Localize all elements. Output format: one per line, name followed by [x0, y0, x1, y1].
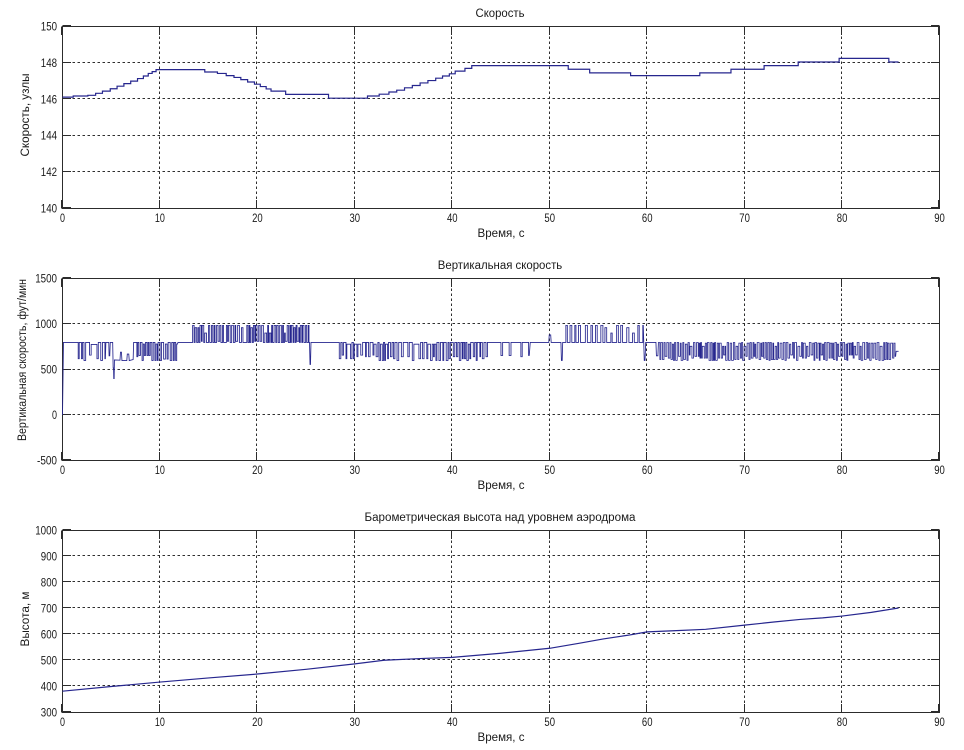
svg-text:1500: 1500	[35, 274, 57, 286]
svg-text:30: 30	[350, 213, 361, 225]
svg-text:Высота, м: Высота, м	[20, 591, 32, 646]
svg-text:0: 0	[60, 717, 65, 729]
svg-text:144: 144	[41, 131, 58, 143]
svg-text:10: 10	[155, 717, 165, 729]
svg-text:50: 50	[544, 465, 555, 477]
svg-text:90: 90	[934, 717, 945, 729]
svg-text:90: 90	[934, 213, 945, 225]
svg-text:300: 300	[41, 708, 57, 720]
svg-text:80: 80	[837, 213, 848, 225]
svg-text:0: 0	[52, 410, 57, 422]
svg-text:Вертикальная скорость: Вертикальная скорость	[438, 260, 563, 272]
svg-text:30: 30	[350, 717, 361, 729]
svg-text:50: 50	[544, 717, 555, 729]
svg-text:70: 70	[739, 717, 750, 729]
svg-text:80: 80	[837, 465, 848, 477]
svg-text:70: 70	[739, 213, 750, 225]
svg-text:1000: 1000	[35, 526, 57, 538]
svg-text:700: 700	[41, 604, 57, 616]
svg-text:1000: 1000	[35, 319, 57, 331]
svg-text:20: 20	[252, 465, 263, 477]
svg-text:400: 400	[41, 682, 57, 694]
svg-text:90: 90	[934, 465, 945, 477]
svg-text:40: 40	[447, 465, 458, 477]
svg-text:Время, с: Время, с	[478, 480, 525, 492]
svg-text:142: 142	[41, 167, 57, 179]
svg-text:60: 60	[642, 465, 653, 477]
svg-text:Скорость: Скорость	[476, 8, 525, 20]
svg-text:148: 148	[41, 58, 57, 70]
svg-text:50: 50	[544, 213, 555, 225]
svg-text:20: 20	[252, 717, 263, 729]
svg-text:Время, с: Время, с	[478, 228, 525, 240]
svg-text:40: 40	[447, 213, 458, 225]
svg-text:900: 900	[41, 552, 57, 564]
svg-text:150: 150	[41, 22, 57, 34]
svg-text:Барометрическая высота над уро: Барометрическая высота над уровнем аэрод…	[365, 512, 637, 524]
svg-text:146: 146	[41, 94, 57, 106]
svg-text:60: 60	[642, 717, 653, 729]
svg-text:30: 30	[350, 465, 361, 477]
svg-text:60: 60	[642, 213, 653, 225]
svg-text:20: 20	[252, 213, 263, 225]
svg-text:140: 140	[41, 204, 57, 216]
svg-text:500: 500	[41, 656, 57, 668]
svg-text:0: 0	[60, 465, 65, 477]
svg-text:600: 600	[41, 630, 57, 642]
svg-text:40: 40	[447, 717, 458, 729]
svg-text:500: 500	[41, 365, 57, 377]
svg-text:-500: -500	[37, 456, 57, 468]
svg-text:0: 0	[60, 213, 65, 225]
svg-text:Вертикальная скорость, фут/мин: Вертикальная скорость, фут/мин	[17, 279, 29, 441]
svg-text:80: 80	[837, 717, 848, 729]
svg-text:10: 10	[155, 213, 165, 225]
svg-text:800: 800	[41, 578, 57, 590]
svg-text:Скорость, узлы: Скорость, узлы	[20, 74, 32, 157]
svg-text:Время, с: Время, с	[478, 732, 525, 744]
svg-text:70: 70	[739, 465, 750, 477]
svg-text:10: 10	[155, 465, 165, 477]
